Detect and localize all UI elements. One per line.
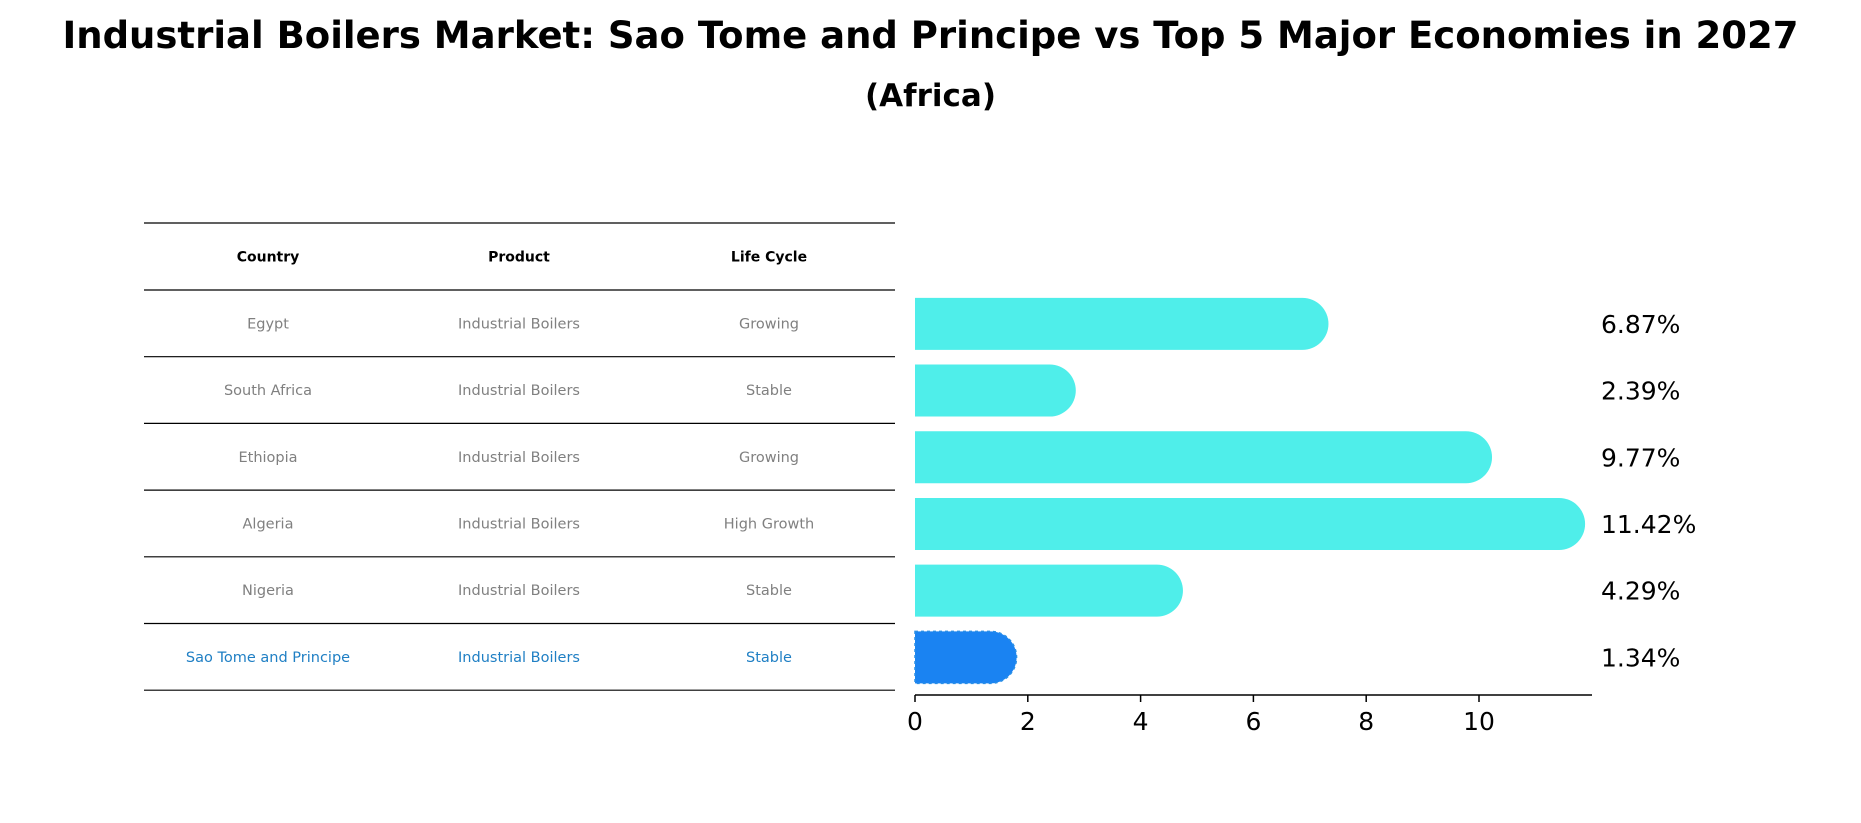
highlight-bar — [914, 630, 1018, 685]
bar-value-label: 6.87% — [1601, 310, 1680, 339]
table-header-life-cycle: Life Cycle — [731, 250, 807, 266]
table-cell: Industrial Boilers — [458, 650, 580, 666]
data-table: Country Product Life Cycle Egypt Industrial … — [144, 222, 895, 691]
x-tick-label: 2 — [1020, 707, 1036, 736]
bar-value-label: 2.39% — [1601, 377, 1680, 406]
x-tick-label: 8 — [1358, 707, 1374, 736]
table-cell: Stable — [746, 650, 792, 666]
table-cell: Egypt — [247, 316, 289, 332]
table-cell: Industrial Boilers — [458, 383, 580, 399]
bar-value-label: 9.77% — [1601, 443, 1680, 472]
bar-value-label: 4.29% — [1601, 577, 1680, 606]
table-cell: Nigeria — [242, 583, 294, 599]
table-cell: Industrial Boilers — [458, 583, 580, 599]
bar — [915, 564, 1183, 617]
table-cell: Industrial Boilers — [458, 516, 580, 532]
table-cell: South Africa — [224, 383, 312, 399]
bar — [915, 297, 1329, 350]
table-cell: Stable — [746, 583, 792, 599]
bar — [915, 364, 1076, 417]
chart-title: Industrial Boilers Market: Sao Tome and … — [62, 14, 1799, 57]
table-cell: Industrial Boilers — [458, 316, 580, 332]
bar-value-label: 11.42% — [1601, 510, 1696, 539]
table-cell: Sao Tome and Principe — [186, 650, 350, 666]
bar — [915, 497, 1586, 550]
bar-value-label: 1.34% — [1601, 643, 1680, 672]
x-tick-label: 10 — [1463, 707, 1495, 736]
table-cell: Ethiopia — [238, 450, 297, 466]
x-tick-label: 6 — [1245, 707, 1261, 736]
table-cell: Industrial Boilers — [458, 450, 580, 466]
table-header-country: Country — [237, 250, 300, 266]
table-cell: Growing — [739, 450, 799, 466]
x-tick-label: 4 — [1133, 707, 1149, 736]
table-header-product: Product — [488, 250, 550, 266]
bar-chart: 6.87% 2.39% 9.77% 11.42% 4.29% 1.34% 0 2 4 6 8 10 — [907, 297, 1696, 736]
table-cell: Growing — [739, 316, 799, 332]
bar — [915, 431, 1493, 484]
table-cell: High Growth — [724, 516, 814, 532]
x-tick-label: 0 — [907, 707, 923, 736]
table-cell: Algeria — [243, 516, 294, 532]
chart-subtitle: (Africa) — [864, 78, 997, 114]
table-cell: Stable — [746, 383, 792, 399]
